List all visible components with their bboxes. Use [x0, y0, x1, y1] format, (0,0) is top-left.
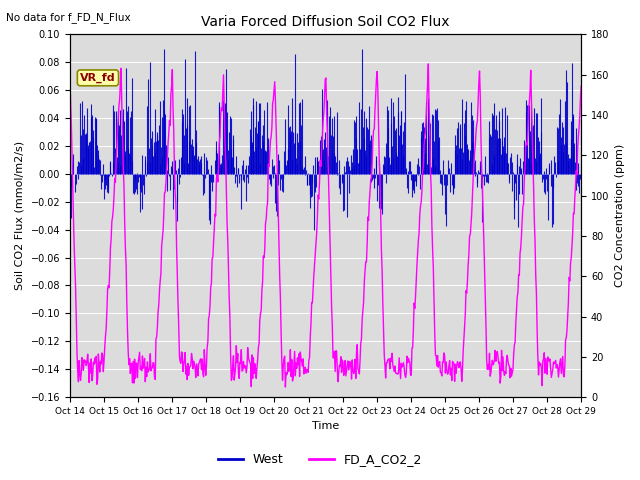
Legend: West, FD_A_CO2_2: West, FD_A_CO2_2: [213, 448, 427, 471]
Text: No data for f_FD_N_Flux: No data for f_FD_N_Flux: [6, 12, 131, 23]
Y-axis label: Soil CO2 Flux (mmol/m2/s): Soil CO2 Flux (mmol/m2/s): [15, 141, 25, 290]
X-axis label: Time: Time: [312, 421, 339, 432]
Text: VR_fd: VR_fd: [80, 73, 116, 83]
Y-axis label: CO2 Concentration (ppm): CO2 Concentration (ppm): [615, 144, 625, 288]
Title: Varia Forced Diffusion Soil CO2 Flux: Varia Forced Diffusion Soil CO2 Flux: [202, 15, 450, 29]
